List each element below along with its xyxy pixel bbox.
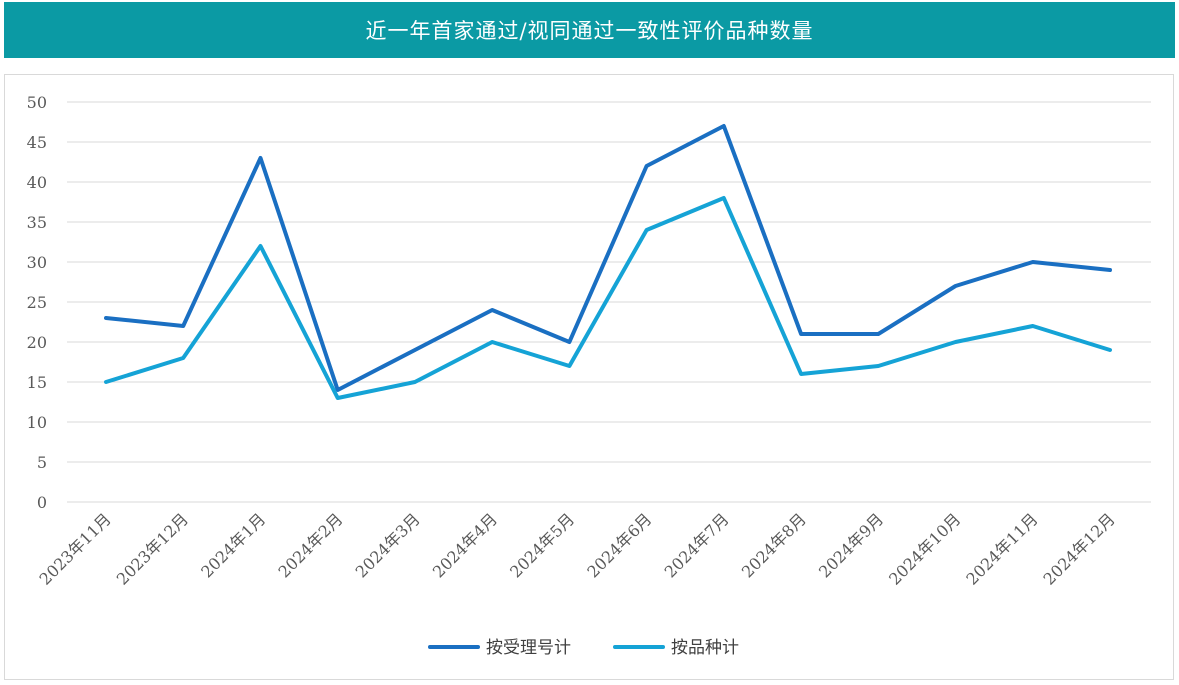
x-tick-label: 2023年12月 (113, 509, 192, 588)
y-tick-label: 5 (37, 453, 47, 472)
y-tick-label: 30 (27, 253, 47, 272)
y-tick-label: 35 (27, 213, 47, 232)
y-tick-label: 20 (27, 333, 47, 352)
x-tick-label: 2024年10月 (885, 509, 964, 588)
y-tick-label: 25 (27, 293, 47, 312)
x-tick-label: 2024年9月 (815, 509, 887, 581)
series-line-1 (104, 124, 1112, 392)
y-axis-ticks: 0 5 10 15 20 25 30 35 40 45 50 (27, 93, 47, 512)
x-tick-label: 2024年12月 (1040, 509, 1119, 588)
y-tick-label: 10 (27, 413, 47, 432)
grid-lines (67, 101, 1151, 503)
x-tick-label: 2024年8月 (738, 509, 810, 581)
y-tick-label: 15 (27, 373, 47, 392)
x-tick-label: 2024年11月 (962, 509, 1041, 588)
x-tick-label: 2024年2月 (274, 509, 346, 581)
y-tick-label: 50 (27, 93, 47, 112)
x-tick-label: 2024年4月 (429, 509, 501, 581)
x-tick-label: 2023年11月 (36, 509, 115, 588)
x-tick-label: 2024年5月 (506, 509, 578, 581)
chart-frame: 0 5 10 15 20 25 30 35 40 45 50 2023年11月 2023年12月 202… (4, 74, 1174, 680)
x-tick-label: 2024年7月 (661, 509, 733, 581)
x-tick-label: 2024年3月 (352, 509, 424, 581)
series-line-2 (104, 196, 1112, 400)
x-tick-label: 2024年6月 (583, 509, 655, 581)
y-tick-label: 0 (37, 493, 47, 512)
series-lines (104, 124, 1112, 400)
legend-label-1: 按受理号计 (486, 638, 571, 658)
y-tick-label: 40 (27, 173, 47, 192)
legend: 按受理号计 按品种计 (428, 638, 739, 658)
chart-title-bar: 近一年首家通过/视同通过一致性评价品种数量 (4, 2, 1175, 58)
x-tick-label: 2024年1月 (197, 509, 269, 581)
legend-label-2: 按品种计 (671, 638, 739, 658)
y-tick-label: 45 (27, 133, 47, 152)
chart-title: 近一年首家通过/视同通过一致性评价品种数量 (365, 19, 814, 43)
